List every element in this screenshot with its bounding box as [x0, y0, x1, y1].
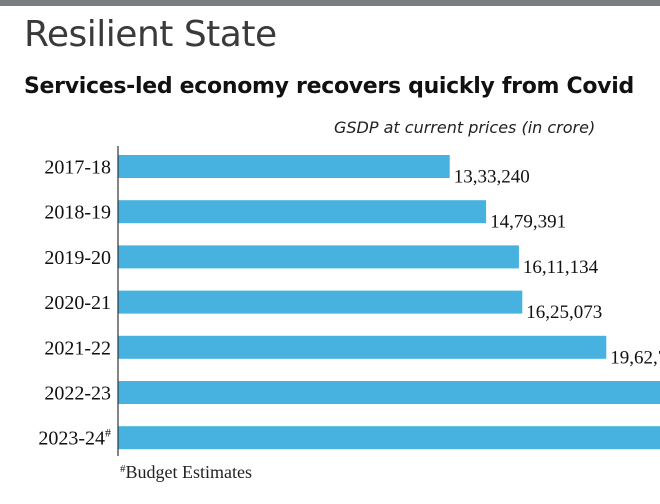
page-title: Resilient State: [24, 14, 277, 55]
footnote: #Budget Estimates: [120, 462, 252, 483]
footnote-text: Budget Estimates: [125, 462, 252, 482]
category-label: 2019-20: [44, 247, 111, 269]
chart-subtitle: Services-led economy recovers quickly fr…: [24, 74, 634, 99]
data-label: 16,11,134: [523, 257, 599, 278]
category-label: 2020-21: [44, 292, 111, 314]
category-label: 2018-19: [44, 202, 111, 224]
bar: [118, 290, 523, 314]
category-label: 2017-18: [44, 157, 111, 179]
footnote-marker: #: [120, 463, 126, 475]
data-label: 16,25,073: [526, 302, 602, 323]
bar: [118, 426, 660, 450]
category-label: 2022-23: [44, 383, 111, 405]
bar: [118, 155, 450, 178]
bar: [118, 245, 519, 269]
category-label: 2023-24#: [38, 426, 111, 450]
top-rule: [0, 0, 660, 6]
data-label: 19,62,725: [610, 347, 660, 368]
category-label: 2021-22: [44, 337, 111, 359]
bar: [118, 381, 660, 404]
data-label: 13,33,240: [454, 167, 530, 188]
data-label: 14,79,391: [490, 212, 566, 233]
bar: [118, 200, 487, 224]
bar: [118, 335, 607, 359]
unit-label: GSDP at current prices (in crore): [334, 118, 596, 137]
